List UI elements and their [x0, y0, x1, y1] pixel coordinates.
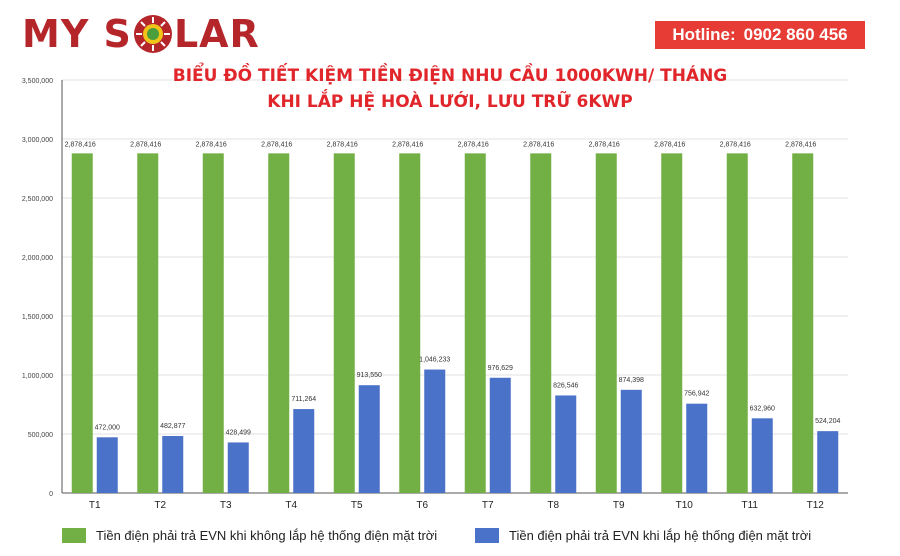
- data-label: 874,398: [619, 377, 644, 384]
- x-tick-label: T6: [416, 500, 428, 511]
- hotline-number: 0902 860 456: [743, 25, 848, 44]
- data-label: 2,878,416: [720, 141, 751, 148]
- data-label: 2,878,416: [130, 141, 161, 148]
- x-tick-label: T2: [154, 500, 166, 511]
- bar-without-solar: [399, 153, 421, 493]
- data-label: 2,878,416: [196, 141, 227, 148]
- bar-without-solar: [464, 153, 486, 493]
- data-label: 472,000: [95, 424, 120, 431]
- y-tick-label: 1,500,000: [22, 314, 53, 321]
- x-tick-label: T1: [89, 500, 101, 511]
- data-label: 2,878,416: [65, 141, 96, 148]
- data-label: 756,942: [684, 391, 709, 398]
- legend-label-with-solar: Tiền điện phải trả EVN khi lắp hệ thống …: [509, 527, 812, 543]
- x-tick-label: T9: [613, 500, 625, 511]
- bar-with-solar: [162, 436, 184, 493]
- x-tick-label: T5: [351, 500, 363, 511]
- bar-without-solar: [268, 153, 290, 493]
- x-tick-label: T10: [676, 500, 694, 511]
- x-tick-label: T4: [285, 500, 297, 511]
- data-label: 2,878,416: [785, 141, 816, 148]
- x-tick-label: T11: [742, 500, 759, 511]
- bar-without-solar: [726, 153, 748, 493]
- x-tick-label: T8: [547, 500, 559, 511]
- y-tick-label: 3,500,000: [22, 78, 53, 85]
- bar-with-solar: [555, 395, 577, 493]
- bar-with-solar: [751, 418, 773, 493]
- data-label: 2,878,416: [458, 141, 489, 148]
- y-tick-label: 2,500,000: [22, 196, 53, 203]
- data-label: 632,960: [750, 405, 775, 412]
- data-label: 1,046,233: [419, 357, 450, 364]
- x-tick-label: T3: [220, 500, 232, 511]
- data-label: 2,878,416: [392, 141, 423, 148]
- x-tick-label: T7: [482, 500, 494, 511]
- bar-chart: 0 500,000 1,000,000 1,500,000 2,000,000 2,500…: [22, 78, 848, 511]
- bar-with-solar: [817, 431, 839, 493]
- brand-logo: MY S LAR: [22, 12, 260, 56]
- bar-with-solar: [489, 377, 511, 493]
- bar-without-solar: [333, 153, 355, 493]
- y-tick-label: 0: [49, 491, 53, 498]
- bar-without-solar: [137, 153, 159, 493]
- y-tick-label: 500,000: [28, 432, 53, 439]
- bars: 2,878,416 472,000 2,878,416 482,877 2,878,41…: [65, 141, 841, 493]
- hotline-badge[interactable]: Hotline: 0902 860 456: [655, 21, 865, 49]
- y-tick-label: 1,000,000: [22, 373, 53, 380]
- sun-icon: [133, 14, 173, 54]
- data-label: 976,629: [488, 365, 513, 372]
- data-label: 482,877: [160, 423, 185, 430]
- hotline-label: Hotline:: [672, 25, 736, 44]
- data-label: 2,878,416: [589, 141, 620, 148]
- data-label: 2,878,416: [523, 141, 554, 148]
- bar-without-solar: [792, 153, 814, 493]
- y-tick-label: 3,000,000: [22, 137, 53, 144]
- bar-without-solar: [530, 153, 552, 493]
- y-axis-ticks: 0 500,000 1,000,000 1,500,000 2,000,000 2,500…: [22, 78, 53, 498]
- bar-with-solar: [293, 409, 315, 493]
- chart-title-line-2: KHI LẮP HỆ HOÀ LƯỚI, LƯU TRỮ 6KWP: [267, 92, 633, 112]
- bar-without-solar: [71, 153, 93, 493]
- data-label: 826,546: [553, 382, 578, 389]
- legend-item-with-solar: Tiền điện phải trả EVN khi lắp hệ thống …: [475, 526, 811, 544]
- bar-without-solar: [202, 153, 224, 493]
- brand-name-suffix: LAR: [173, 12, 260, 56]
- grid-lines: [62, 79, 848, 435]
- legend-label-without-solar: Tiền điện phải trả EVN khi không lắp hệ …: [96, 527, 438, 543]
- bar-with-solar: [358, 385, 380, 493]
- bar-with-solar: [686, 403, 708, 493]
- data-label: 428,499: [226, 429, 251, 436]
- data-label: 524,204: [815, 418, 840, 425]
- brand-name-prefix: MY S: [22, 12, 132, 56]
- data-label: 711,264: [291, 396, 316, 403]
- x-tick-label: T12: [807, 500, 825, 511]
- x-axis-ticks: T1 T2 T3 T4 T5 T6 T7 T8 T9 T10 T11 T12: [89, 500, 824, 511]
- bar-without-solar: [661, 153, 683, 493]
- data-label: 2,878,416: [327, 141, 358, 148]
- data-label: 913,550: [357, 372, 382, 379]
- legend-swatch-blue: [475, 527, 499, 543]
- y-tick-label: 2,000,000: [22, 255, 53, 262]
- legend-swatch-green: [62, 527, 86, 543]
- data-label: 2,878,416: [654, 141, 685, 148]
- bar-with-solar: [96, 437, 118, 493]
- bar-without-solar: [595, 153, 617, 493]
- bar-with-solar: [424, 369, 446, 493]
- bar-with-solar: [227, 442, 249, 493]
- data-label: 2,878,416: [261, 141, 292, 148]
- bar-with-solar: [620, 389, 642, 493]
- legend-item-without-solar: Tiền điện phải trả EVN khi không lắp hệ …: [62, 526, 437, 544]
- chart-title-line-1: BIỂU ĐỒ TIẾT KIỆM TIỀN ĐIỆN NHU CẦU 1000…: [172, 66, 728, 86]
